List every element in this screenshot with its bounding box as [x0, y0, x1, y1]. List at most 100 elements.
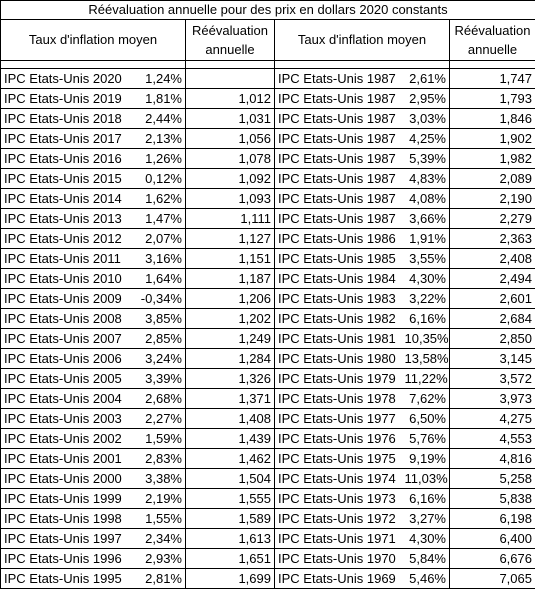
right-label-cell: IPC Etats-Unis 1970: [275, 549, 402, 569]
left-reevaluation-cell: 1,127: [186, 229, 275, 249]
left-label-cell: IPC Etats-Unis 2006: [1, 349, 128, 369]
right-reevaluation-cell: 2,850: [450, 329, 535, 349]
right-rate-cell: 3,66%: [402, 209, 450, 229]
left-reevaluation-cell: 1,589: [186, 509, 275, 529]
left-rate-cell: 3,24%: [128, 349, 186, 369]
left-rate-cell: 1,24%: [128, 69, 186, 89]
right-rate-cell: 3,27%: [402, 509, 450, 529]
right-reevaluation-cell: 3,572: [450, 369, 535, 389]
left-rate-cell: 3,85%: [128, 309, 186, 329]
left-reevaluation-cell: 1,202: [186, 309, 275, 329]
right-reevaluation-cell: 6,400: [450, 529, 535, 549]
left-reevaluation-cell: 1,408: [186, 409, 275, 429]
left-reevaluation-cell: 1,613: [186, 529, 275, 549]
right-rate-cell: 3,22%: [402, 289, 450, 309]
right-label-cell: IPC Etats-Unis 1973: [275, 489, 402, 509]
left-reevaluation-cell: 1,651: [186, 549, 275, 569]
left-label-cell: IPC Etats-Unis 2005: [1, 369, 128, 389]
left-reevaluation-cell: [186, 69, 275, 89]
right-label-cell: IPC Etats-Unis 1977: [275, 409, 402, 429]
left-rate-cell: 3,16%: [128, 249, 186, 269]
header-right-reevaluation-line1: Réévaluation: [455, 23, 531, 38]
title-row: Réévaluation annuelle pour des prix en d…: [1, 1, 535, 20]
left-label-cell: IPC Etats-Unis 1999: [1, 489, 128, 509]
left-rate-cell: 2,85%: [128, 329, 186, 349]
right-label-cell: IPC Etats-Unis 1985: [275, 249, 402, 269]
right-label-cell: IPC Etats-Unis 1976: [275, 429, 402, 449]
right-label-cell: IPC Etats-Unis 1969: [275, 569, 402, 589]
right-reevaluation-cell: 6,198: [450, 509, 535, 529]
right-rate-cell: 11,03%: [402, 469, 450, 489]
right-label-cell: IPC Etats-Unis 1987: [275, 209, 402, 229]
left-rate-cell: 2,27%: [128, 409, 186, 429]
right-rate-cell: 3,03%: [402, 109, 450, 129]
right-rate-cell: 4,30%: [402, 269, 450, 289]
right-label-cell: IPC Etats-Unis 1980: [275, 349, 402, 369]
right-rate-cell: 3,55%: [402, 249, 450, 269]
right-rate-cell: 6,16%: [402, 309, 450, 329]
left-rate-cell: 2,81%: [128, 569, 186, 589]
left-rate-cell: 1,26%: [128, 149, 186, 169]
left-label-cell: IPC Etats-Unis 2007: [1, 329, 128, 349]
right-reevaluation-cell: 7,065: [450, 569, 535, 589]
right-reevaluation-cell: 2,279: [450, 209, 535, 229]
left-rate-cell: 3,38%: [128, 469, 186, 489]
left-label-cell: IPC Etats-Unis 2000: [1, 469, 128, 489]
left-label-cell: IPC Etats-Unis 2016: [1, 149, 128, 169]
right-rate-cell: 4,25%: [402, 129, 450, 149]
left-reevaluation-cell: 1,111: [186, 209, 275, 229]
left-label-cell: IPC Etats-Unis 2010: [1, 269, 128, 289]
left-rate-cell: 2,68%: [128, 389, 186, 409]
left-label-cell: IPC Etats-Unis 1997: [1, 529, 128, 549]
left-label-cell: IPC Etats-Unis 2019: [1, 89, 128, 109]
left-label-cell: IPC Etats-Unis 1998: [1, 509, 128, 529]
left-rate-cell: 1,55%: [128, 509, 186, 529]
right-label-cell: IPC Etats-Unis 1983: [275, 289, 402, 309]
right-reevaluation-cell: 4,816: [450, 449, 535, 469]
left-label-cell: IPC Etats-Unis 1996: [1, 549, 128, 569]
right-reevaluation-cell: 2,494: [450, 269, 535, 289]
right-rate-cell: 5,39%: [402, 149, 450, 169]
right-rate-cell: 7,62%: [402, 389, 450, 409]
left-reevaluation-cell: 1,439: [186, 429, 275, 449]
left-rate-cell: 3,39%: [128, 369, 186, 389]
right-label-cell: IPC Etats-Unis 1987: [275, 109, 402, 129]
left-label-cell: IPC Etats-Unis 2002: [1, 429, 128, 449]
right-rate-cell: 5,46%: [402, 569, 450, 589]
right-rate-cell: 6,50%: [402, 409, 450, 429]
left-label-cell: IPC Etats-Unis 2003: [1, 409, 128, 429]
right-label-cell: IPC Etats-Unis 1971: [275, 529, 402, 549]
right-label-cell: IPC Etats-Unis 1974: [275, 469, 402, 489]
right-reevaluation-cell: 2,408: [450, 249, 535, 269]
left-reevaluation-cell: 1,326: [186, 369, 275, 389]
right-rate-cell: 2,61%: [402, 69, 450, 89]
table-title: Réévaluation annuelle pour des prix en d…: [1, 1, 535, 20]
header-left-reevaluation-line2: annuelle: [205, 42, 254, 57]
left-reevaluation-cell: 1,093: [186, 189, 275, 209]
left-label-cell: IPC Etats-Unis 2013: [1, 209, 128, 229]
right-reevaluation-cell: 1,793: [450, 89, 535, 109]
right-reevaluation-cell: 5,838: [450, 489, 535, 509]
blank-cell: [450, 61, 535, 69]
left-reevaluation-cell: 1,206: [186, 289, 275, 309]
header-left-reevaluation-line1: Réévaluation: [192, 23, 268, 38]
blank-cell: [275, 61, 450, 69]
right-label-cell: IPC Etats-Unis 1987: [275, 149, 402, 169]
